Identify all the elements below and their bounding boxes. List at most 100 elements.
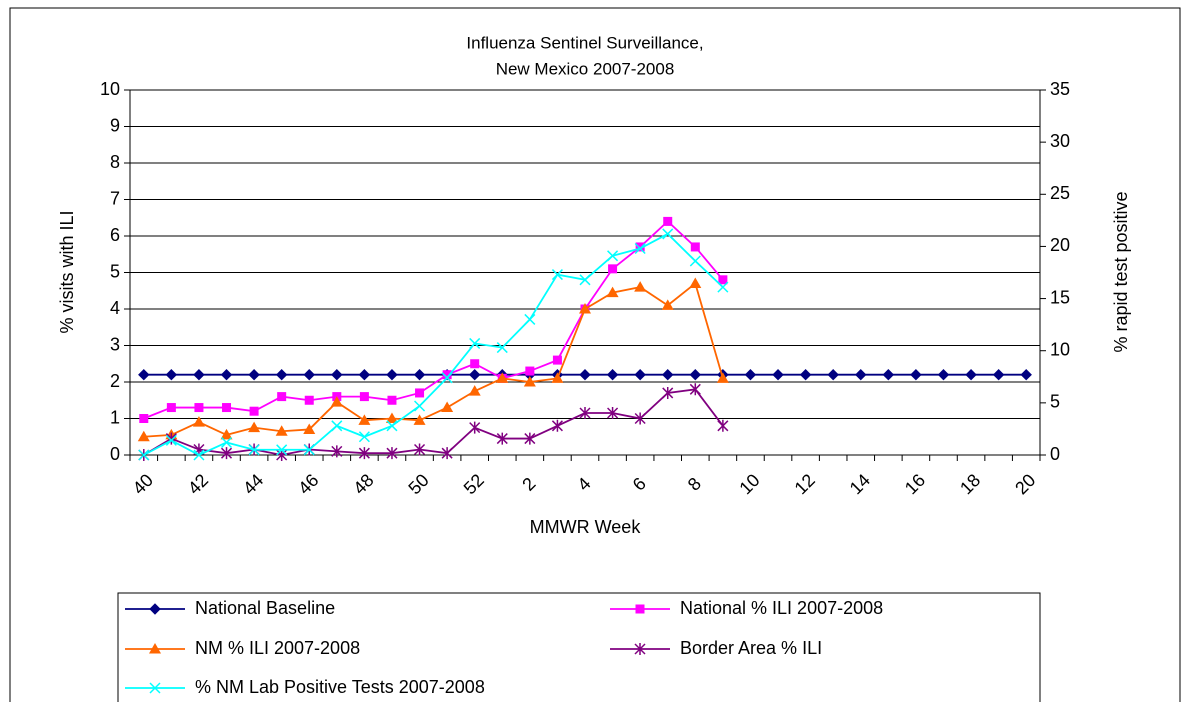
marker: [359, 392, 369, 402]
marker: [799, 368, 812, 381]
y-tick-label: 6: [110, 225, 120, 245]
marker: [608, 264, 618, 274]
marker: [468, 368, 481, 381]
marker: [220, 368, 233, 381]
marker: [635, 242, 645, 252]
chart-subtitle: New Mexico 2007-2008: [496, 59, 675, 78]
marker: [165, 434, 177, 446]
marker: [634, 281, 647, 292]
marker: [149, 643, 161, 654]
marker: [248, 368, 260, 381]
marker: [249, 406, 259, 416]
marker: [937, 368, 950, 381]
legend-label: % NM Lab Positive Tests 2007-2008: [195, 677, 485, 697]
marker: [468, 385, 481, 396]
marker: [690, 242, 700, 252]
y-tick-label: 1: [110, 407, 120, 427]
y2-tick-label: 0: [1050, 444, 1060, 464]
marker: [193, 368, 205, 381]
marker: [193, 449, 205, 461]
marker: [442, 370, 452, 380]
marker: [717, 281, 729, 293]
marker: [192, 416, 205, 427]
marker: [414, 443, 426, 456]
marker: [689, 255, 701, 267]
marker: [689, 368, 702, 381]
y-tick-label: 2: [110, 371, 120, 391]
marker: [607, 407, 619, 420]
marker: [165, 368, 178, 381]
marker: [386, 368, 398, 381]
marker: [414, 400, 426, 412]
marker: [551, 419, 563, 432]
marker: [523, 376, 536, 387]
y-tick-label: 8: [110, 152, 120, 172]
marker: [524, 432, 536, 445]
marker: [358, 431, 370, 443]
marker: [716, 372, 729, 383]
legend-label: National % ILI 2007-2008: [680, 598, 883, 618]
marker: [194, 403, 204, 413]
marker: [304, 395, 314, 405]
marker: [220, 428, 233, 440]
series-line: [143, 232, 724, 457]
chart-border: [9, 7, 1181, 702]
y2-tick-label: 15: [1050, 287, 1070, 307]
marker: [277, 392, 287, 402]
marker: [634, 242, 646, 255]
marker: [331, 445, 343, 458]
marker: [331, 420, 343, 432]
marker: [635, 604, 645, 614]
y-tick-label: 5: [110, 261, 120, 281]
marker: [606, 368, 619, 381]
y-tick-label: 7: [110, 188, 120, 208]
marker: [441, 401, 454, 413]
y2-tick-label: 20: [1050, 235, 1070, 255]
marker: [689, 383, 701, 396]
marker: [855, 368, 867, 381]
series-line: [143, 220, 724, 420]
marker: [303, 368, 315, 381]
marker: [606, 286, 619, 298]
marker: [524, 313, 536, 325]
marker: [551, 372, 564, 383]
marker: [275, 368, 288, 381]
marker: [276, 449, 288, 461]
marker: [385, 412, 398, 423]
marker: [662, 368, 674, 381]
marker: [441, 372, 453, 384]
marker: [386, 447, 398, 460]
marker: [525, 366, 535, 376]
marker: [662, 386, 674, 399]
y2-tick-label: 10: [1050, 339, 1070, 359]
marker: [139, 414, 149, 423]
series-line: [143, 388, 724, 456]
marker: [166, 403, 176, 413]
chart-title: Influenza Sentinel Surveillance,: [466, 33, 703, 52]
marker: [441, 447, 453, 460]
marker: [496, 432, 508, 445]
marker: [579, 274, 591, 286]
marker: [138, 368, 150, 381]
y2-tick-label: 5: [1050, 392, 1060, 412]
y-tick-label: 10: [100, 79, 120, 99]
y2-tick-label: 35: [1050, 79, 1070, 99]
marker: [275, 425, 288, 436]
marker: [137, 430, 150, 442]
marker: [496, 372, 509, 383]
marker: [965, 368, 977, 381]
marker: [634, 412, 646, 425]
marker: [386, 420, 398, 432]
marker: [248, 444, 260, 456]
marker: [248, 421, 261, 433]
marker: [663, 216, 673, 226]
marker: [992, 368, 1005, 381]
series-line: [143, 281, 724, 438]
marker: [496, 342, 508, 354]
marker: [579, 368, 591, 381]
x-axis-title: MMWR Week: [530, 517, 642, 537]
marker: [634, 643, 646, 655]
marker: [303, 444, 315, 456]
y-tick-label: 9: [110, 115, 120, 135]
